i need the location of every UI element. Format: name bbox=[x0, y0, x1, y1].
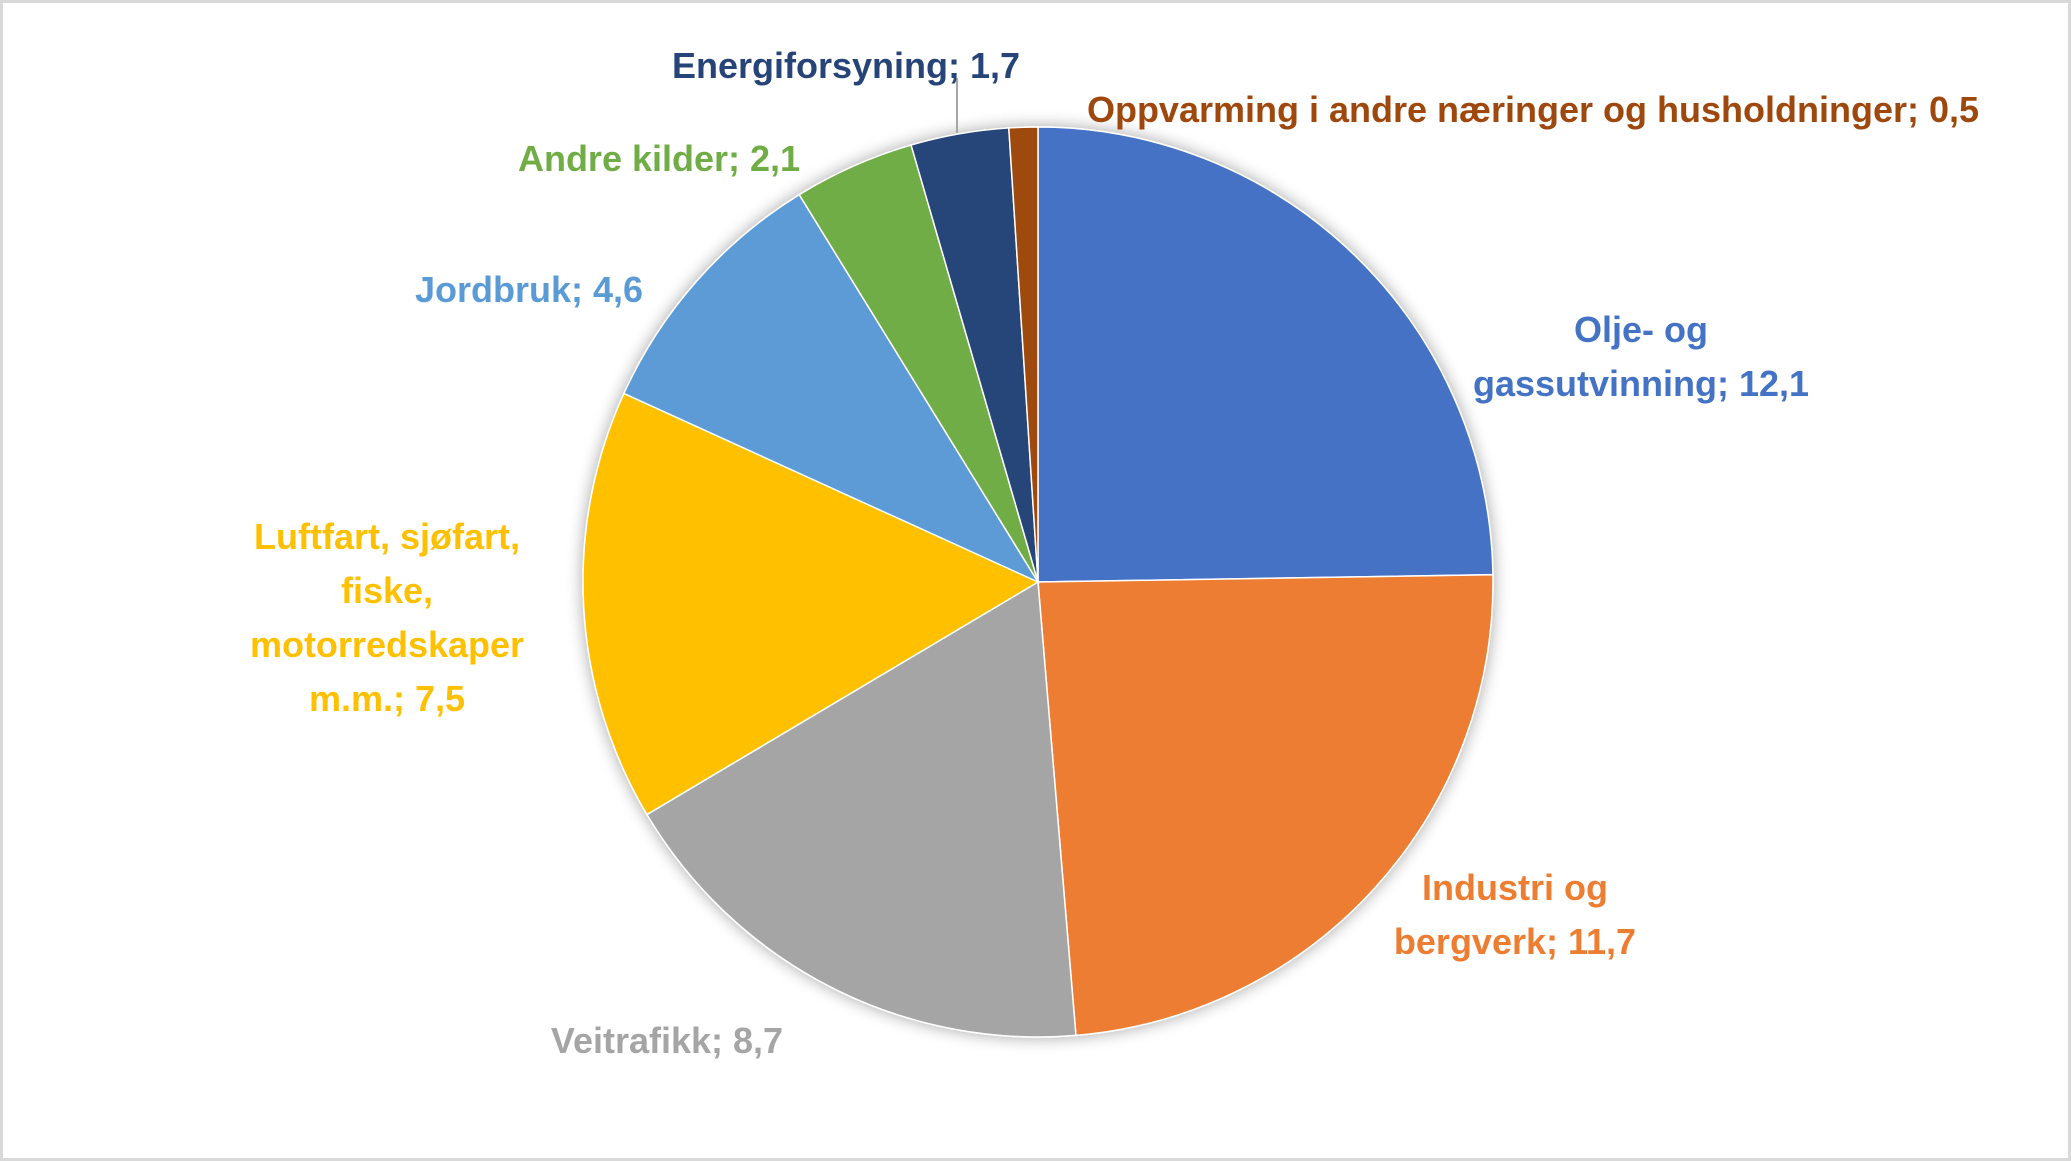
data-label-2: Veitrafikk; 8,7 bbox=[551, 1014, 783, 1068]
pie-slice-3 bbox=[582, 392, 1040, 816]
pie-slice-1 bbox=[1037, 573, 1494, 1037]
data-label-line: Industri og bbox=[1422, 867, 1608, 908]
data-label-line: Jordbruk; 4,6 bbox=[414, 269, 644, 310]
pie-slice-0 bbox=[1037, 126, 1494, 583]
data-label-line: Luftfart, sjøfart, bbox=[253, 516, 520, 557]
data-label-line: Oppvarming i andre næringer og husholdni… bbox=[1086, 89, 1980, 130]
data-label-1: Industri og bergverk; 11,7 bbox=[1394, 861, 1636, 969]
data-label-line: motorredskaper bbox=[249, 624, 525, 665]
data-label-line: gassutvinning; 12,1 bbox=[1472, 363, 1810, 404]
pie-slice-2 bbox=[645, 580, 1077, 1038]
data-label-4: Jordbruk; 4,6 bbox=[415, 263, 643, 317]
data-label-line: m.m.; 7,5 bbox=[308, 678, 466, 719]
data-label-line: Energiforsyning; 1,7 bbox=[671, 45, 1021, 86]
data-label-3: Luftfart, sjøfart, fiske, motorredskaper m.… bbox=[250, 510, 524, 726]
data-label-line: Olje- og bbox=[1573, 309, 1708, 350]
pie-slice-4 bbox=[622, 193, 1040, 584]
data-label-7: Oppvarming i andre næringer og husholdni… bbox=[1087, 83, 1979, 137]
data-label-0: Olje- og gassutvinning; 12,1 bbox=[1473, 303, 1809, 411]
data-label-5: Andre kilder; 2,1 bbox=[518, 132, 800, 186]
data-label-line: bergverk; 11,7 bbox=[1393, 921, 1637, 962]
pie-svg bbox=[582, 78, 1494, 1038]
data-label-line: fiske, bbox=[340, 570, 434, 611]
data-label-6: Energiforsyning; 1,7 bbox=[672, 39, 1020, 93]
pie-slice-7 bbox=[1007, 126, 1039, 583]
data-label-line: Andre kilder; 2,1 bbox=[517, 138, 801, 179]
data-label-line: Veitrafikk; 8,7 bbox=[550, 1020, 784, 1061]
